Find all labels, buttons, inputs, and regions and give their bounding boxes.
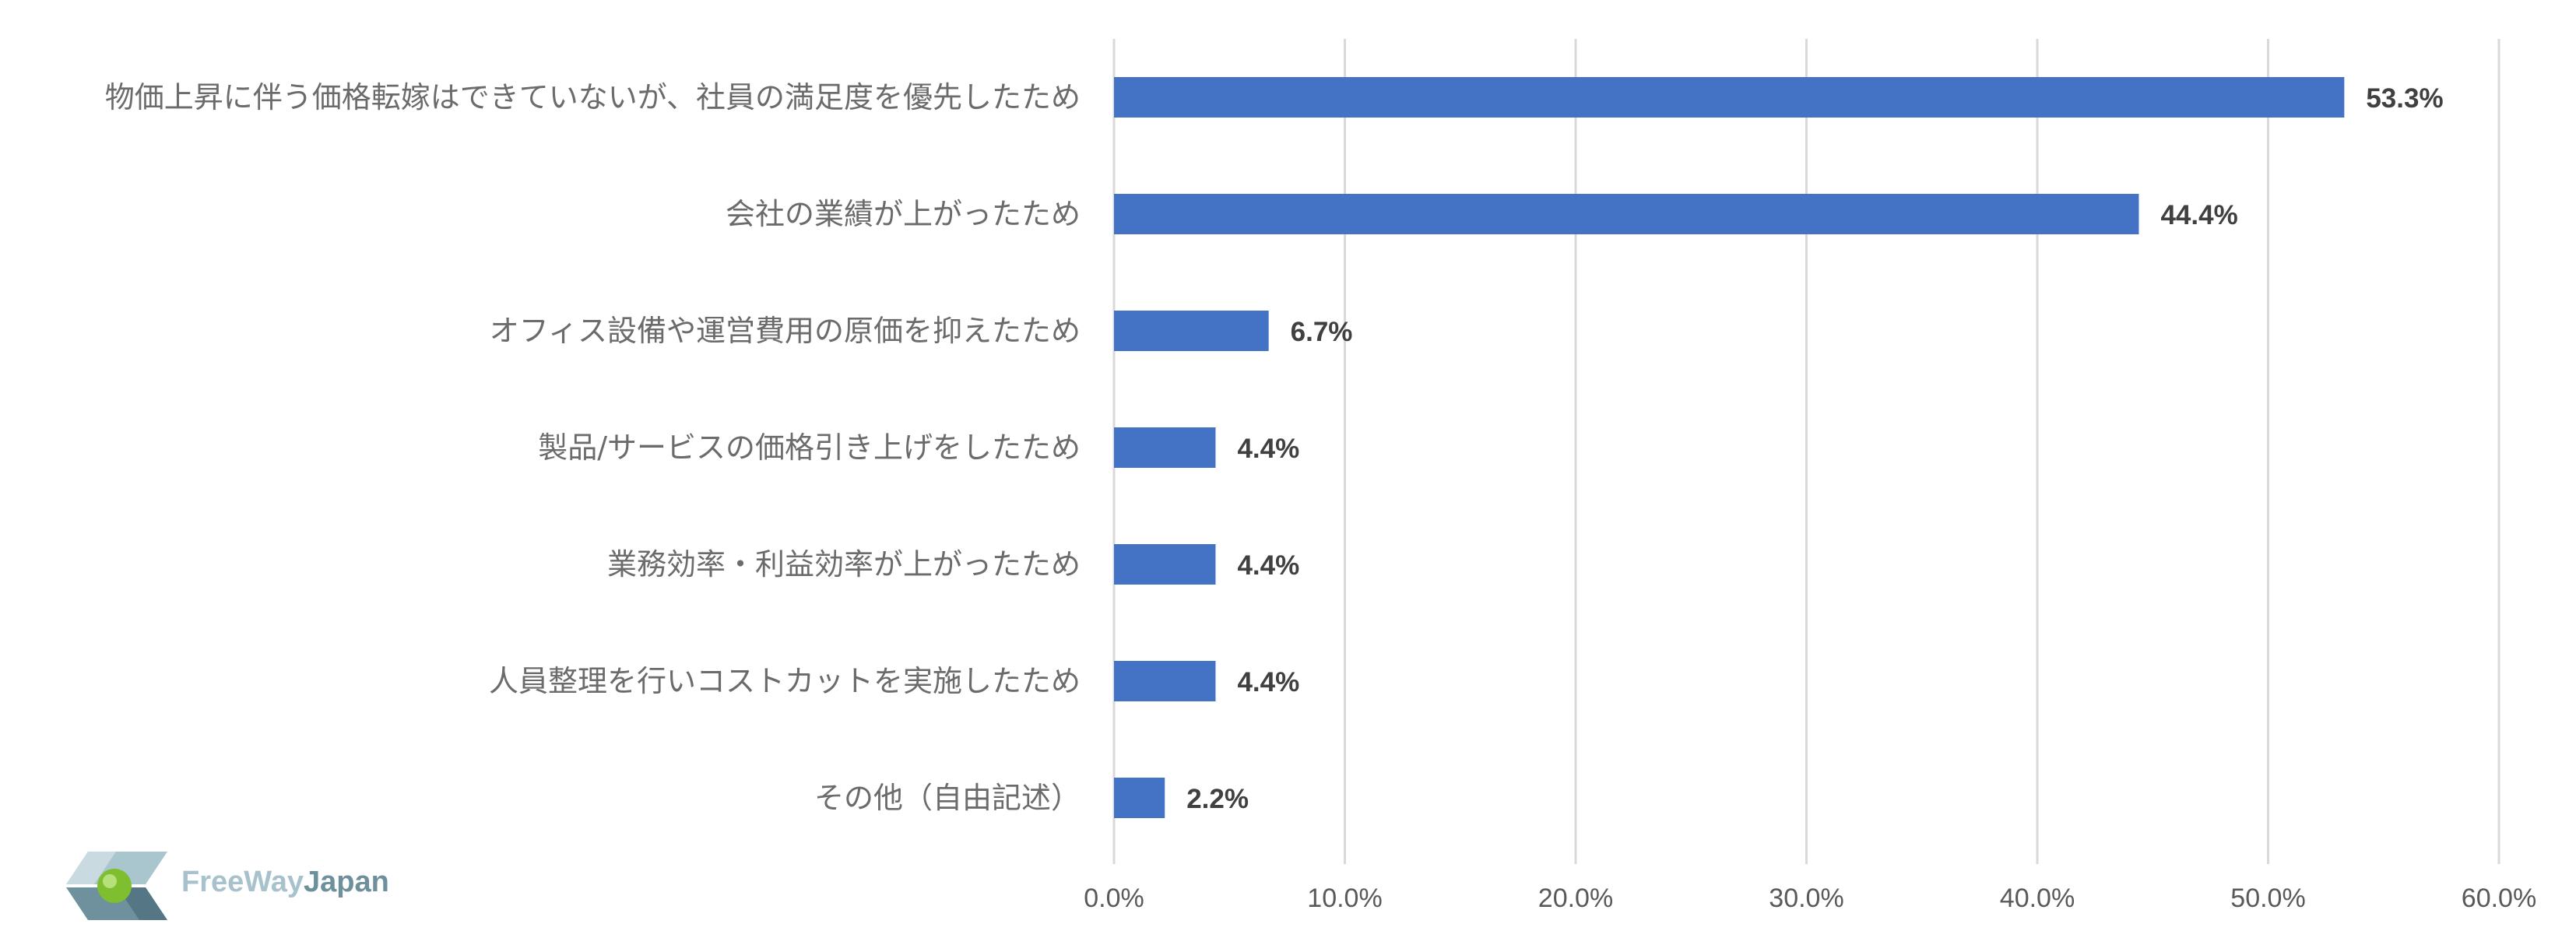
x-tick-label: 60.0% <box>2462 884 2536 913</box>
x-tick-label: 40.0% <box>2000 884 2075 913</box>
x-tick-label: 50.0% <box>2230 884 2305 913</box>
x-tick-label: 0.0% <box>1084 884 1144 913</box>
data-labels: 53.3% 44.4% 6.7% 4.4% 4.4% 4.4% 2.2% <box>1186 83 2443 814</box>
bar-6 <box>1114 661 1216 701</box>
grid-lines <box>1112 39 2500 864</box>
category-label: 会社の業績が上がったため <box>726 197 1081 231</box>
data-label: 2.2% <box>1186 784 1249 814</box>
category-label: 人員整理を行いコストカットを実施したため <box>489 664 1081 698</box>
data-label: 53.3% <box>2366 83 2443 114</box>
x-tick-label: 20.0% <box>1538 884 1613 913</box>
bar-3 <box>1114 311 1269 351</box>
category-label: その他（自由記述） <box>814 781 1081 815</box>
bar-7 <box>1114 778 1165 818</box>
data-label: 4.4% <box>1237 667 1299 697</box>
data-label: 4.4% <box>1237 550 1299 581</box>
data-label: 44.4% <box>2160 200 2237 230</box>
data-label: 6.7% <box>1291 317 1353 347</box>
logo-mark-icon <box>66 852 167 920</box>
bar-2 <box>1114 194 2139 234</box>
bar-4 <box>1114 427 1216 468</box>
x-tick-label: 10.0% <box>1307 884 1382 913</box>
data-label: 4.4% <box>1237 434 1299 464</box>
bar-5 <box>1114 544 1216 585</box>
category-label: 業務効率・利益効率が上がったため <box>607 547 1081 581</box>
x-axis-tick-labels: 0.0% 10.0% 20.0% 30.0% 40.0% 50.0% 60.0% <box>1084 884 2536 913</box>
category-label: 物価上昇に伴う価格転嫁はできていないが、社員の満足度を優先したため <box>105 80 1081 114</box>
bars <box>1114 77 2345 818</box>
logo-wordmark: FreeWayJapan <box>181 866 389 898</box>
freewayjapan-logo: FreeWayJapan <box>66 847 409 925</box>
bar-1 <box>1114 77 2345 118</box>
category-label: 製品/サービスの価格引き上げをしたため <box>538 430 1081 465</box>
category-label: オフィス設備や運営費用の原価を抑えたため <box>490 314 1081 348</box>
category-labels: 物価上昇に伴う価格転嫁はできていないが、社員の満足度を優先したため会社の業績が上… <box>105 80 1081 815</box>
x-tick-label: 30.0% <box>1769 884 1843 913</box>
